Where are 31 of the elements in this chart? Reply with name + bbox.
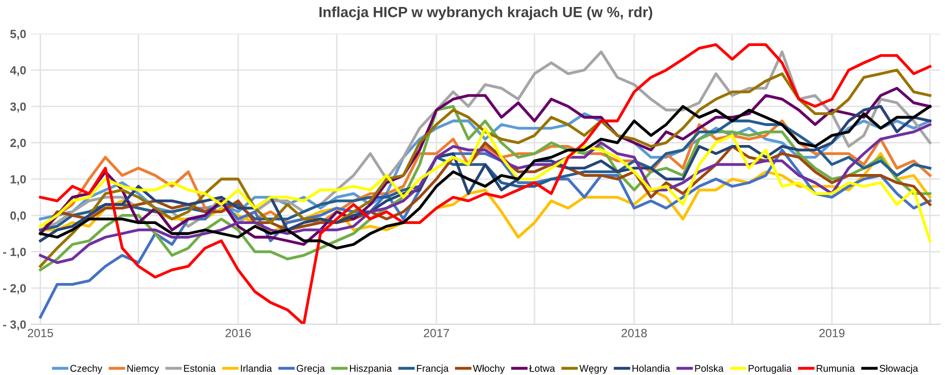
legend-label: Holandia [632, 364, 670, 372]
legend-label: Hiszpania [350, 364, 392, 374]
y-tick-label: 4,0 [10, 66, 26, 76]
legend-label: Czechy [70, 364, 102, 374]
x-tick-label: 2016 [226, 328, 251, 338]
legend-label: Węgry [579, 365, 608, 374]
legend-label: Portugalia [748, 364, 792, 374]
legend-label: Łotwa [529, 365, 556, 372]
x-tick-label: 2018 [622, 328, 647, 338]
legend-label: Francja [416, 364, 449, 374]
legend-label: Irlandia [240, 364, 272, 372]
legend-label: Estonia [184, 364, 216, 372]
legend-label: Niemcy [127, 364, 160, 374]
legend-label: Grecja [296, 364, 325, 374]
legend-label: Rumunia [816, 364, 855, 372]
y-tick-label: 1,0 [10, 175, 26, 186]
y-tick-label: 0,0 [10, 211, 26, 222]
x-tick-label: 2019 [819, 328, 844, 338]
x-tick-label: 2015 [28, 328, 54, 338]
y-tick-label: - 2,0 [3, 284, 26, 294]
y-tick-label: - 3,0 [3, 320, 26, 330]
line-series [39, 43, 932, 324]
y-tick-label: - 1,0 [3, 248, 26, 258]
legend-label: Słowacja [880, 364, 918, 374]
chart-title: Inflacja HICP w wybranych krajach UE (w %, rdr) [319, 6, 652, 20]
y-tick-label: 5,0 [10, 30, 26, 40]
legend-label: Włochy [472, 364, 505, 374]
y-tick-label: 3,0 [10, 102, 26, 113]
legend-label: Polska [695, 364, 724, 372]
x-tick-label: 2017 [424, 328, 449, 338]
y-tick-label: 2,0 [10, 138, 26, 149]
